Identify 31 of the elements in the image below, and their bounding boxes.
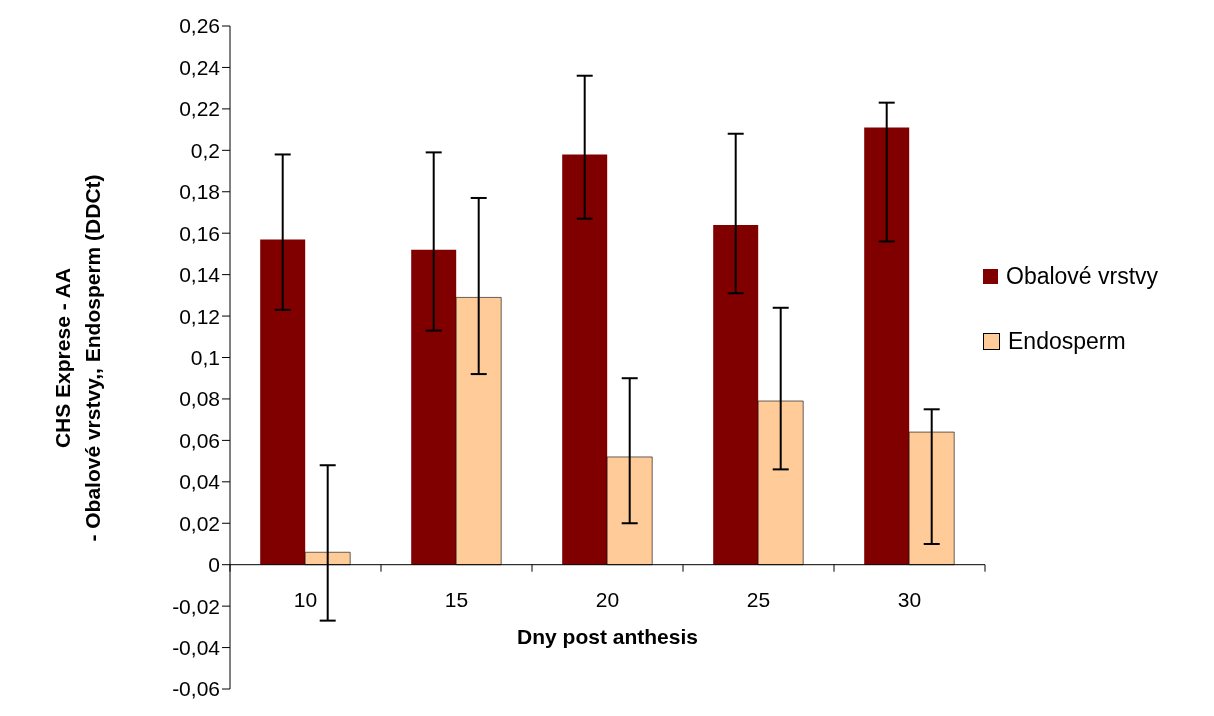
y-tick-label: -0,06	[172, 677, 220, 701]
y-tick-label: 0,18	[179, 180, 220, 204]
bar	[260, 239, 306, 565]
bar	[411, 249, 457, 565]
y-tick-label: 0,12	[179, 304, 220, 328]
y-tick-label: 0,02	[179, 511, 220, 535]
y-tick-label: 0,1	[190, 345, 220, 369]
x-tick-label: 25	[746, 587, 771, 611]
y-tick-label: 0	[208, 553, 220, 577]
bar	[864, 127, 910, 565]
x-tick-label: 10	[293, 587, 318, 611]
x-tick-label: 20	[595, 587, 620, 611]
y-tick-label: -0,04	[172, 636, 221, 660]
x-tick-label: 30	[897, 587, 922, 611]
y-tick-label: 0,26	[179, 14, 220, 38]
legend-label: Obalové vrstvy	[1006, 263, 1159, 290]
bar	[562, 154, 608, 565]
y-tick-label: 0,06	[179, 428, 220, 452]
y-tick-label: 0,14	[179, 263, 221, 287]
y-tick-label: 0,22	[179, 97, 220, 121]
bar	[713, 224, 759, 565]
x-axis-title: Dny post anthesis	[516, 624, 699, 649]
y-axis-title: CHS Exprese - AA - Obalové vrstvy,, Endosperm (DDCt)	[50, 173, 105, 542]
legend-label: Endosperm	[1008, 328, 1126, 355]
y-tick-label: -0,02	[172, 594, 220, 618]
x-tick-label: 15	[444, 587, 469, 611]
y-tick-label: 0,24	[179, 55, 221, 79]
y-tick-label: 0,2	[190, 138, 220, 162]
y-tick-label: 0,04	[179, 470, 221, 494]
y-tick-label: 0,16	[179, 221, 220, 245]
y-tick-label: 0,08	[179, 387, 220, 411]
